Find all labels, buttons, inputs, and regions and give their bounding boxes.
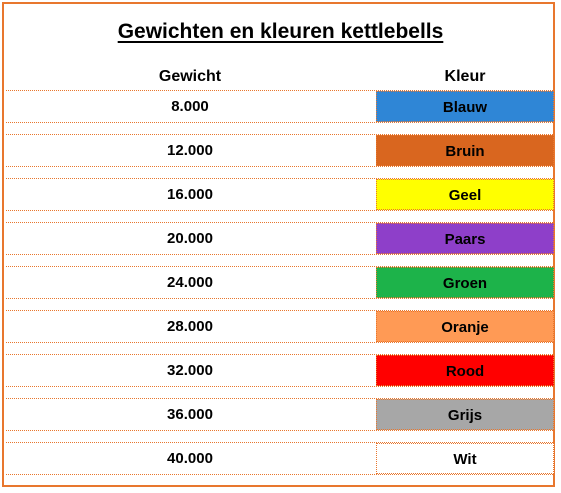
row-divider — [6, 222, 555, 223]
weight-cell: 32.000 — [167, 362, 213, 379]
table-row: 20.000 Paars — [6, 222, 555, 266]
color-swatch: Oranje — [376, 311, 554, 342]
row-divider — [6, 310, 555, 311]
row-divider — [6, 298, 555, 299]
color-swatch: Bruin — [376, 135, 554, 166]
row-divider — [6, 122, 555, 123]
table-row: 24.000 Groen — [6, 266, 555, 310]
column-header-color: Kleur — [444, 68, 486, 85]
row-divider — [6, 178, 555, 179]
row-divider — [6, 266, 555, 267]
table-row: 12.000 Bruin — [6, 134, 555, 178]
weight-cell: 12.000 — [167, 142, 213, 159]
page-title: Gewichten en kleuren kettlebells — [117, 20, 444, 43]
color-swatch: Grijs — [376, 399, 554, 430]
row-divider — [6, 430, 555, 431]
row-divider — [6, 254, 555, 255]
table-row: 16.000 Geel — [6, 178, 555, 222]
row-divider — [6, 474, 555, 475]
table-row: 32.000 Rood — [6, 354, 555, 398]
weight-cell: 40.000 — [167, 450, 213, 467]
row-divider — [6, 166, 555, 167]
row-divider — [6, 386, 555, 387]
color-swatch: Paars — [376, 223, 554, 254]
color-swatch: Geel — [376, 179, 554, 210]
table-row: 8.000 Blauw — [6, 90, 555, 134]
column-header-weight: Gewicht — [158, 68, 222, 85]
table-row: 40.000 Wit — [6, 442, 555, 486]
weight-cell: 16.000 — [167, 186, 213, 203]
table-row: 36.000 Grijs — [6, 398, 555, 442]
color-swatch: Rood — [376, 355, 554, 386]
weight-cell: 28.000 — [167, 318, 213, 335]
kettlebell-table: 8.000 Blauw 12.000 Bruin 16.000 Geel 20.… — [6, 90, 555, 486]
weight-cell: 20.000 — [167, 230, 213, 247]
color-swatch: Groen — [376, 267, 554, 298]
color-swatch: Wit — [376, 443, 554, 474]
row-divider — [6, 134, 555, 135]
weight-cell: 8.000 — [171, 98, 209, 115]
color-swatch: Blauw — [376, 91, 554, 122]
row-divider — [6, 90, 555, 91]
weight-cell: 36.000 — [167, 406, 213, 423]
row-divider — [6, 398, 555, 399]
row-divider — [6, 442, 555, 443]
row-divider — [6, 342, 555, 343]
row-divider — [6, 354, 555, 355]
row-divider — [6, 210, 555, 211]
table-row: 28.000 Oranje — [6, 310, 555, 354]
weight-cell: 24.000 — [167, 274, 213, 291]
